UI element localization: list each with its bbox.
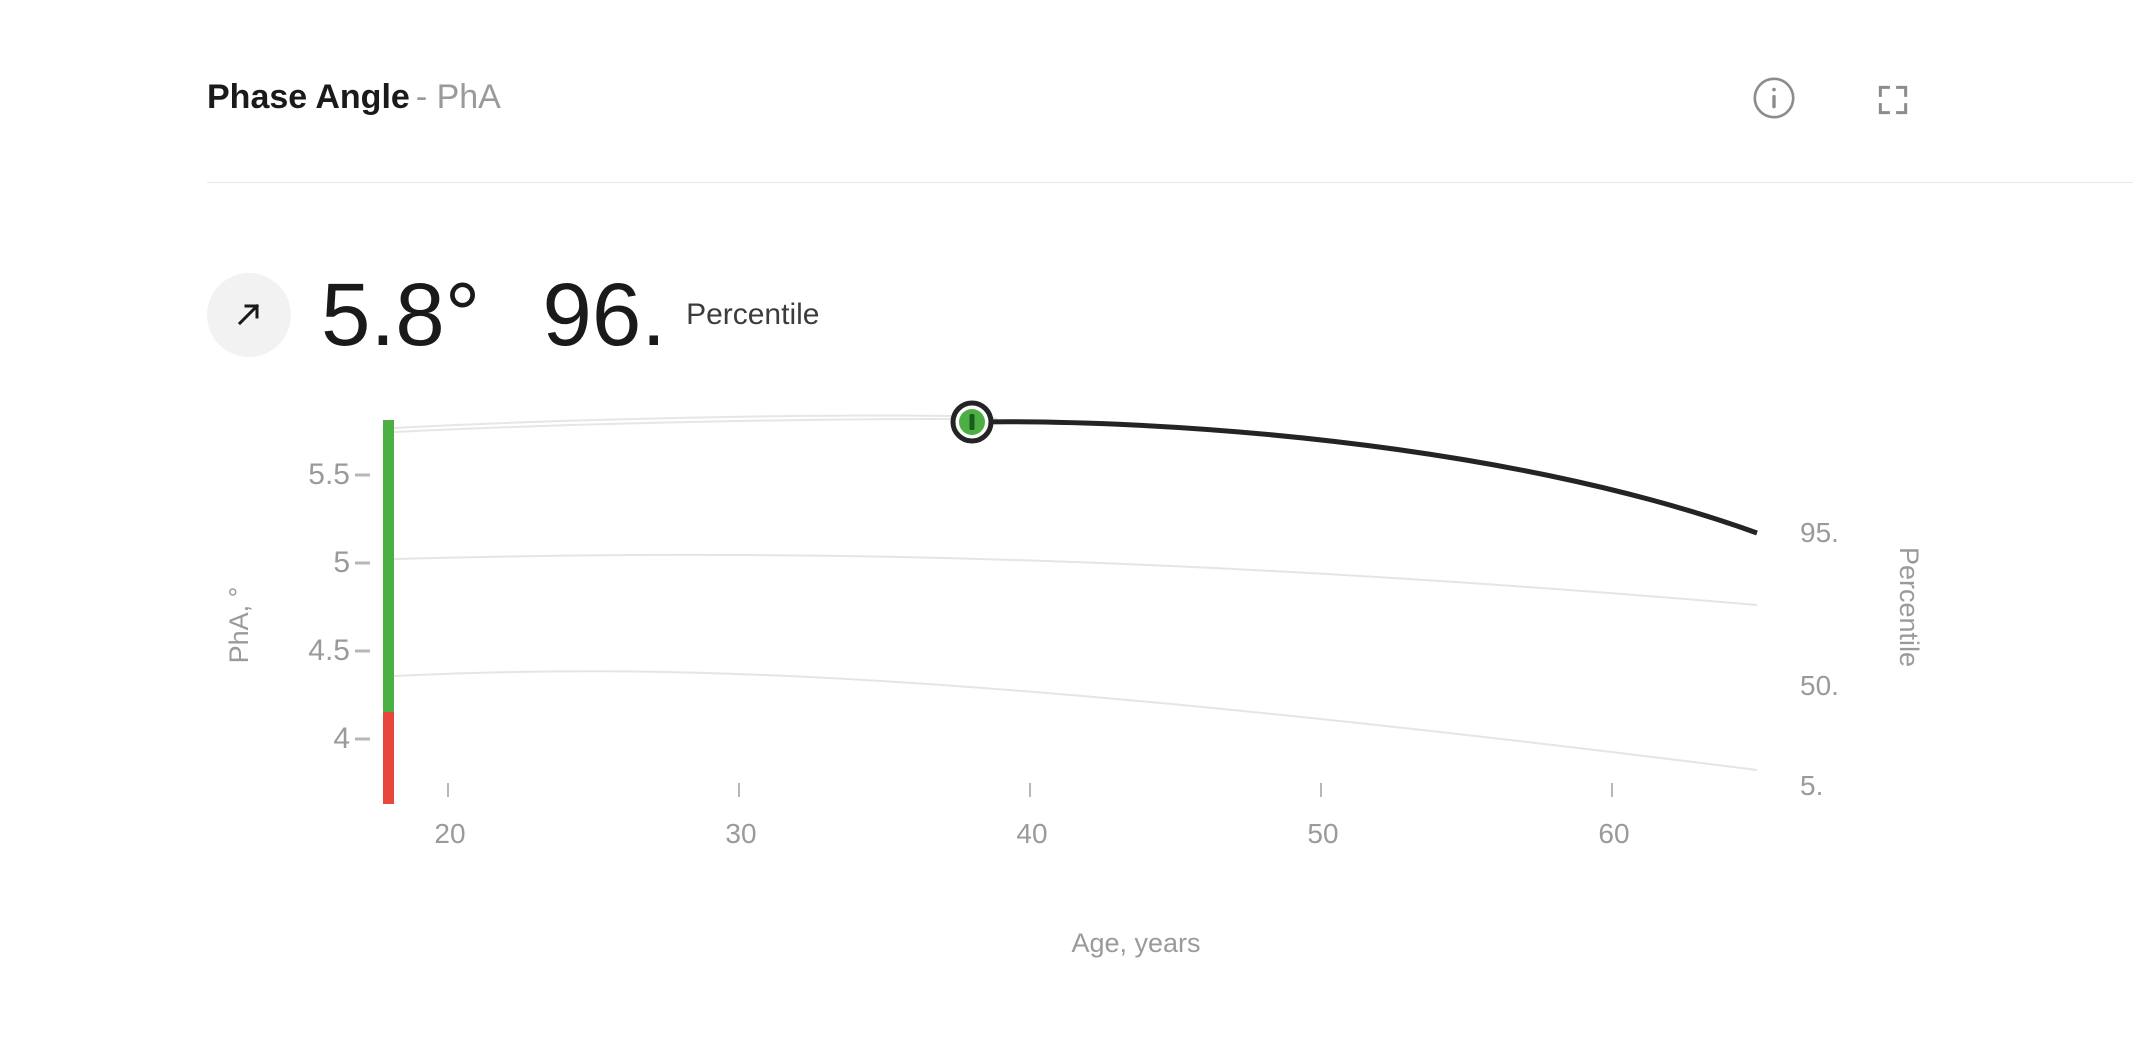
svg-text:5: 5 <box>333 546 350 579</box>
svg-text:5.: 5. <box>1800 770 1823 801</box>
svg-text:50: 50 <box>1307 818 1338 849</box>
svg-text:40: 40 <box>1016 818 1047 849</box>
svg-text:20: 20 <box>434 818 465 849</box>
svg-text:4.5: 4.5 <box>308 634 350 667</box>
svg-text:5.5: 5.5 <box>308 458 350 491</box>
svg-text:95.: 95. <box>1800 517 1839 548</box>
svg-text:60: 60 <box>1598 818 1629 849</box>
svg-text:PhA, °: PhA, ° <box>224 587 254 664</box>
svg-text:50.: 50. <box>1800 670 1839 701</box>
svg-text:30: 30 <box>725 818 756 849</box>
svg-text:4: 4 <box>333 722 350 755</box>
svg-text:Percentile: Percentile <box>1894 547 1924 667</box>
